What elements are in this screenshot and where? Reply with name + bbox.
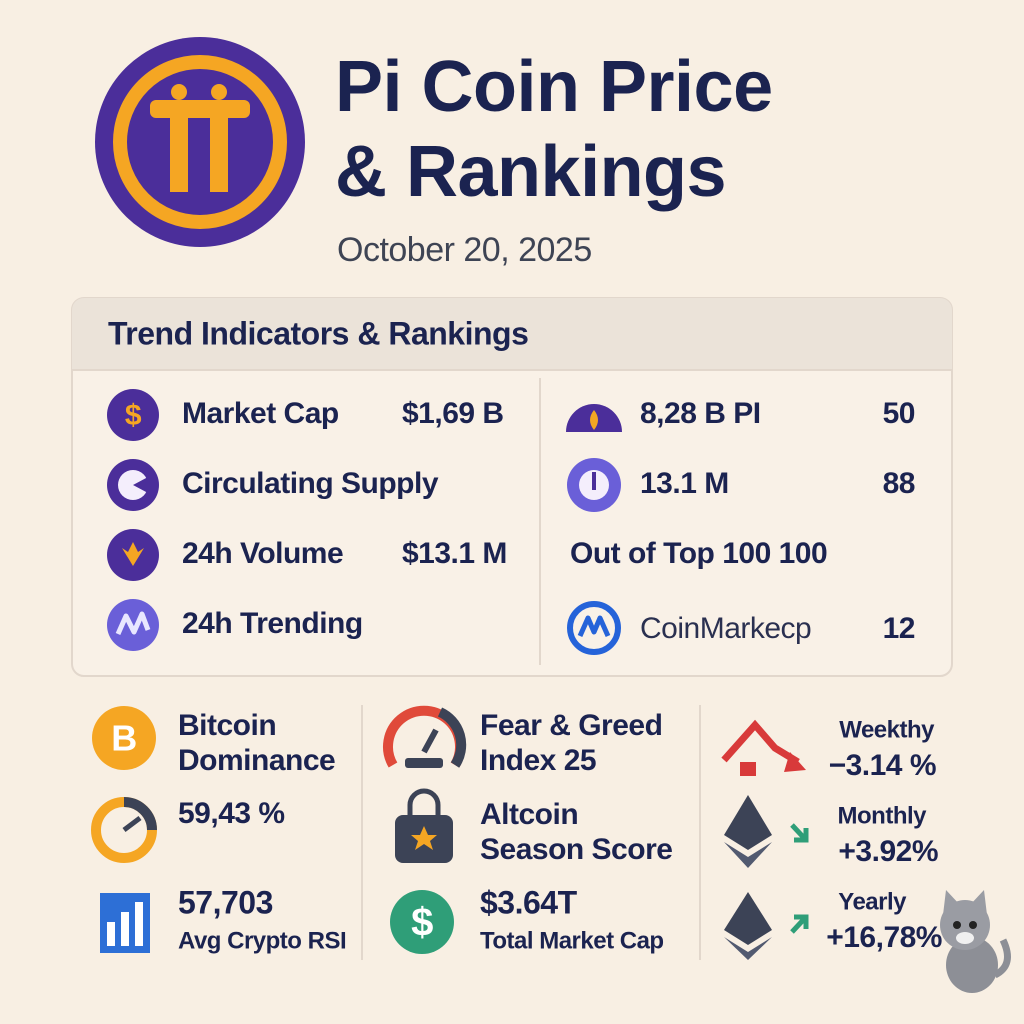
cat-mascot [940,890,1011,993]
stat-label: Fear & Greed [480,709,662,742]
icon-trending [107,599,159,651]
icon-volume [107,529,159,581]
icon-coinmarketcap [567,601,621,655]
stat-label: Season Score [480,833,672,866]
icon-fear-gauge [383,705,467,768]
change-value: +16,78% [826,921,942,954]
icon-bitcoin: B [92,706,156,770]
stat-value: 59,43 % [178,797,285,830]
title-line: & Rankings [335,132,726,212]
row-label: CoinMarkecp [640,612,811,645]
change-period: Monthly [838,802,928,829]
row-label: Circulating Supply [182,467,439,500]
row-label: 13.1 M [640,467,729,500]
icon-dollar-green: $ [390,890,454,954]
row-label: 24h Trending [182,607,363,640]
icon-down-trend [721,719,806,776]
stat-value: 57,703 [178,884,273,920]
stat-label: Dominance [178,744,335,777]
stat-label: Altcoin [480,798,578,831]
row-label: 24h Volume [182,537,343,570]
icon-bag [395,788,453,863]
row-value: $13.1 M [402,537,507,570]
panel [71,297,953,677]
icon-dominance [91,797,157,863]
icon-eth [724,795,809,868]
stat-label: Bitcoin [178,709,276,742]
icon-supply [107,459,159,511]
row-label: 8,28 B PI [640,397,761,430]
date: October 20, 2025 [337,231,592,269]
icon-eth [724,892,809,960]
change-value: +3.92% [838,835,938,868]
stat-label: Index 25 [480,744,596,777]
svg-text:B: B [111,718,137,759]
icon-bar-chart [100,893,150,953]
icon-gauge [567,458,621,512]
change-value: −3.14 % [829,749,936,782]
stat-value: $3.64T [480,884,578,920]
title-line: Pi Coin Price [335,47,773,127]
icon-pi-supply [566,404,622,432]
change-period: Weekthy [839,716,935,743]
row-value: 12 [883,612,915,645]
stat-label: Total Market Cap [480,927,664,954]
svg-text:$: $ [411,901,433,945]
icon-dollar: $ [107,389,159,441]
row-value: 50 [883,397,915,430]
change-period: Yearly [838,888,907,915]
svg-text:$: $ [125,399,142,432]
row-value: $1,69 B [402,397,504,430]
stat-label: Avg Crypto RSI [178,927,346,954]
pi-logo [95,37,305,247]
panel-title: Trend Indicators & Rankings [108,315,528,351]
row-label: Out of Top 100 100 [570,537,827,570]
row-value: 88 [883,467,915,500]
row-label: Market Cap [182,397,339,430]
